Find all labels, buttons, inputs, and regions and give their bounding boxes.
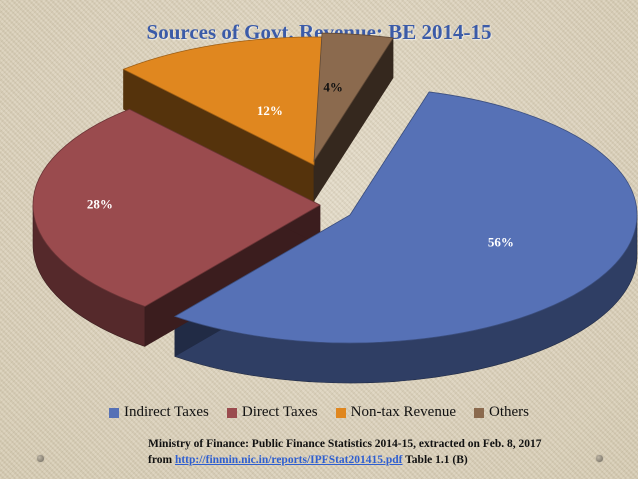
legend-swatch	[335, 407, 346, 418]
source-note: Ministry of Finance: Public Finance Stat…	[148, 436, 568, 468]
legend-label: Others	[489, 404, 529, 420]
data-label: 12%	[257, 103, 283, 118]
legend-label: Non-tax Revenue	[350, 404, 456, 420]
legend-item: Others	[474, 404, 529, 421]
legend-item: Non-tax Revenue	[335, 404, 456, 421]
corner-dot	[37, 455, 44, 462]
source-text: Ministry of Finance: Public Finance Stat…	[148, 438, 542, 466]
legend: Indirect Taxes Direct Taxes Non-tax Revenu…	[0, 404, 638, 421]
legend-label: Indirect Taxes	[123, 404, 209, 420]
legend-swatch	[108, 407, 119, 418]
legend-label: Direct Taxes	[241, 404, 318, 420]
legend-swatch	[474, 407, 484, 418]
slice-non-tax-revenue	[122, 36, 323, 166]
slice-indirect-taxes	[173, 91, 638, 344]
corner-dot	[596, 455, 603, 462]
data-label: 56%	[488, 235, 514, 250]
legend-swatch	[226, 407, 237, 418]
data-label: 28%	[87, 196, 113, 211]
data-label: 4%	[323, 79, 343, 94]
source-link[interactable]: http://finmin.nic.in/reports/IPFStat2014…	[174, 454, 403, 466]
legend-item: Direct Taxes	[226, 404, 318, 421]
source-suffix: Table 1.1 (B)	[405, 454, 468, 466]
slice-others	[313, 32, 394, 163]
slice-direct-taxes	[32, 108, 321, 307]
legend-item: Indirect Taxes	[108, 404, 209, 421]
